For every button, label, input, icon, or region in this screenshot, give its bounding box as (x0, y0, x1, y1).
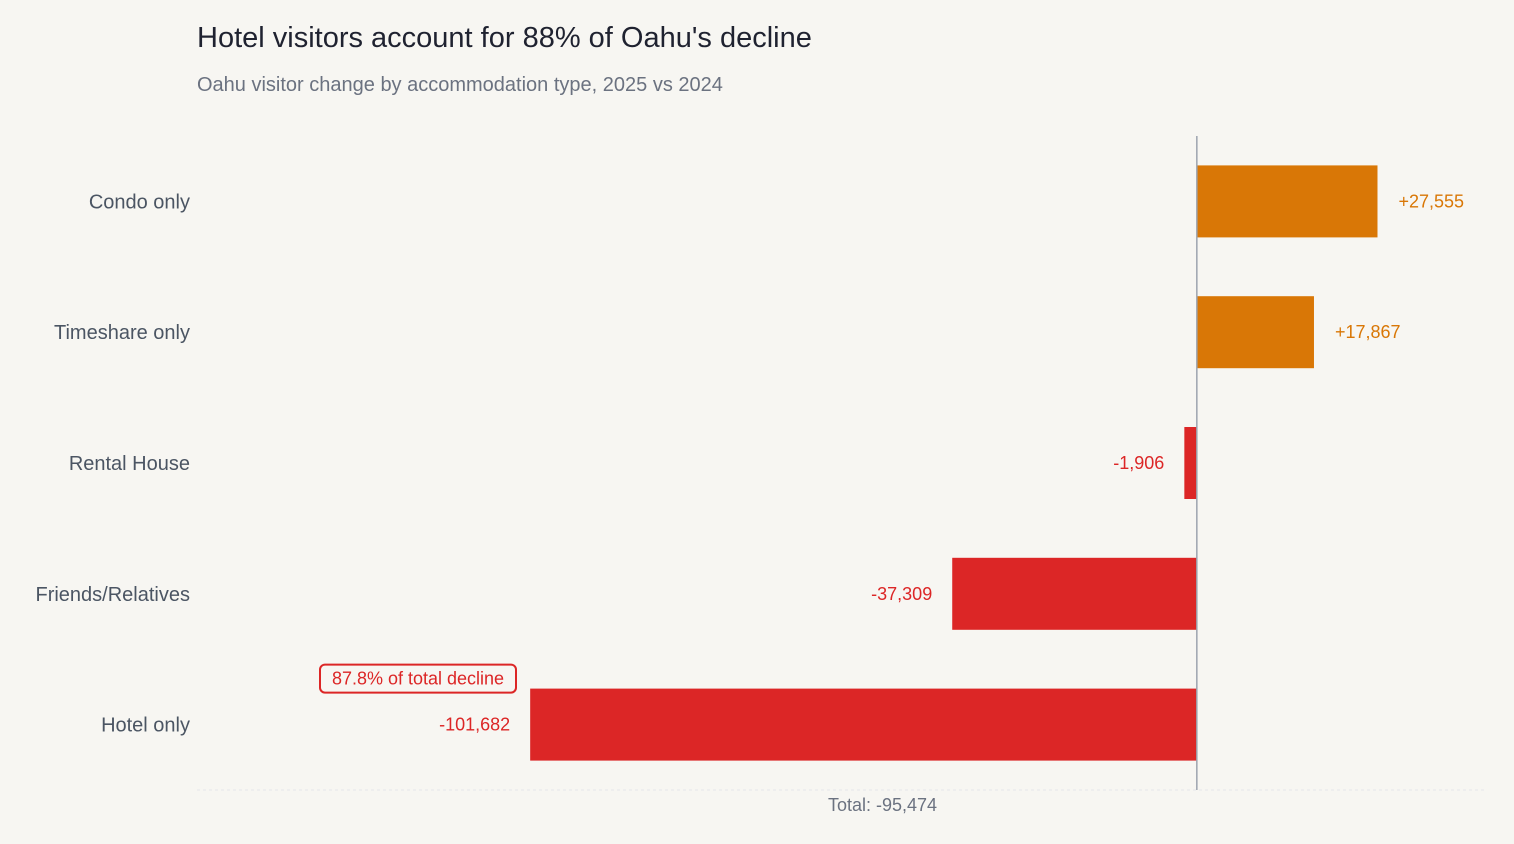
category-label-rental-house: Rental House (69, 453, 190, 475)
value-label-timeshare-only: +17,867 (1335, 322, 1401, 342)
value-label-rental-house: -1,906 (1113, 453, 1164, 473)
total-label: Total: -95,474 (828, 795, 937, 815)
annotation-text: 87.8% of total decline (332, 669, 504, 689)
category-label-condo-only: Condo only (89, 191, 190, 213)
annotation-box (319, 663, 517, 694)
bar-friends-relatives (952, 557, 1197, 630)
bar-hotel-only (530, 688, 1197, 761)
value-label-hotel-only: -101,682 (439, 715, 510, 735)
bar-timeshare-only (1196, 296, 1314, 369)
category-label-timeshare-only: Timeshare only (54, 322, 190, 344)
value-label-friends-relatives: -37,309 (871, 584, 932, 604)
value-label-condo-only: +27,555 (1398, 191, 1464, 211)
category-label-friends-relatives: Friends/Relatives (35, 584, 190, 606)
category-label-hotel-only: Hotel only (101, 715, 190, 737)
chart-title: Hotel visitors account for 88% of Oahu's… (197, 22, 812, 54)
bar-rental-house (1184, 427, 1197, 499)
chart-subtitle: Oahu visitor change by accommodation typ… (197, 74, 723, 96)
bar-condo-only (1196, 165, 1378, 238)
